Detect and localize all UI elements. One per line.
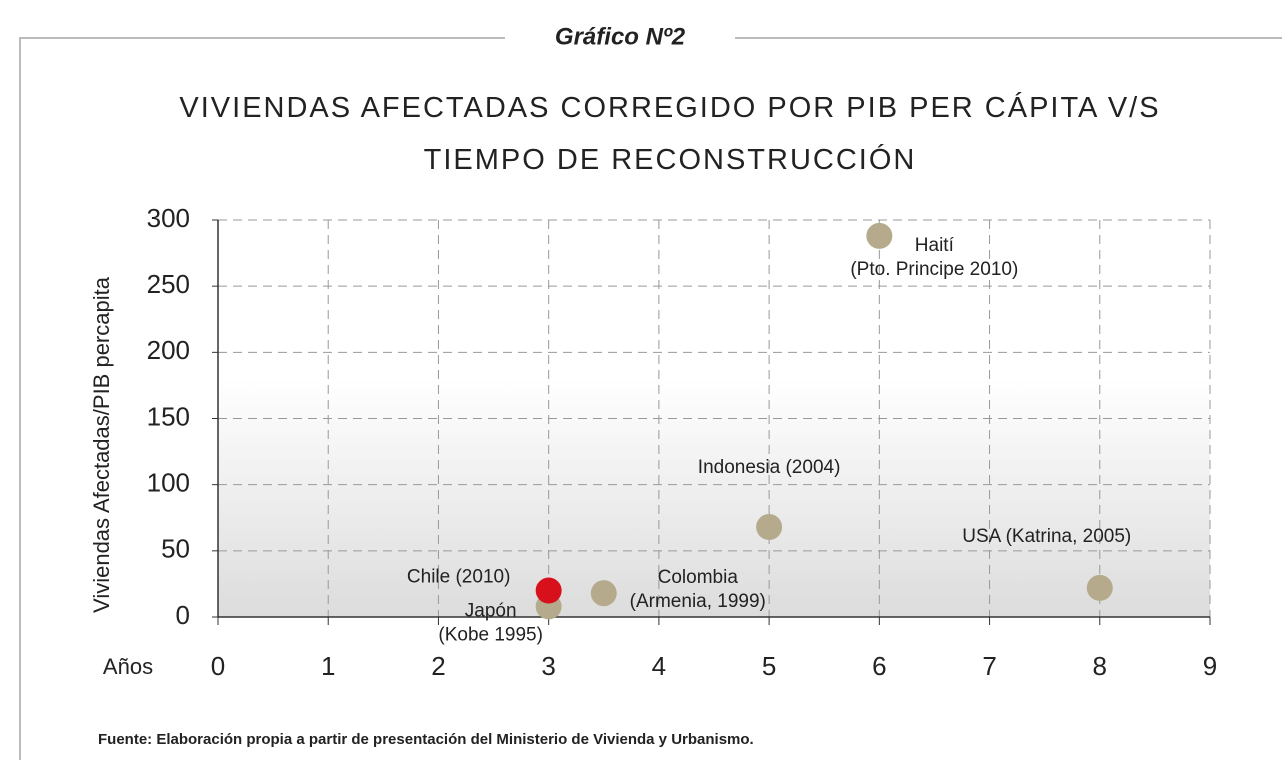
point <box>590 580 617 607</box>
point <box>756 514 783 541</box>
x-tick-label: 7 <box>982 651 996 681</box>
point-label: Chile (2010) <box>407 567 511 588</box>
header: Gráfico Nº2 <box>555 23 686 50</box>
y-tick-label: 100 <box>147 468 190 498</box>
point-label: Haití <box>915 235 955 256</box>
point <box>1086 574 1113 601</box>
point-label: Japón <box>465 600 517 621</box>
x-tick-label: 9 <box>1203 651 1217 681</box>
point-label: (Pto. Principe 2010) <box>850 259 1018 280</box>
y-tick-label: 300 <box>147 203 190 233</box>
point <box>866 222 893 249</box>
y-tick-label: 150 <box>147 401 190 431</box>
source: Fuente: Elaboración propia a partir de p… <box>98 731 754 748</box>
x-tick-label: 2 <box>431 651 445 681</box>
point-label: USA (Katrina, 2005) <box>962 526 1131 547</box>
point <box>535 577 562 604</box>
x-tick-label: 0 <box>211 651 225 681</box>
y-axis-label: Viviendas Afectadas/PIB percapita <box>89 276 114 613</box>
frame <box>19 37 1282 760</box>
x-tick-label: 6 <box>872 651 886 681</box>
x-tick-label: 4 <box>652 651 666 681</box>
x-tick-label: 1 <box>321 651 335 681</box>
y-tick-label: 200 <box>147 335 190 365</box>
y-tick-label: 250 <box>147 269 190 299</box>
chart-title: VIVIENDAS AFECTADAS CORREGIDO POR PIB PE… <box>179 92 1161 176</box>
point-label: Indonesia (2004) <box>698 457 841 478</box>
point-label: (Armenia, 1999) <box>630 591 766 612</box>
x-tick-label: 8 <box>1093 651 1107 681</box>
x-tick-label: 3 <box>541 651 555 681</box>
y-tick-label: 50 <box>161 534 190 564</box>
point-label: Colombia <box>658 567 739 588</box>
x-axis-label: Años <box>103 654 153 679</box>
y-tick-label: 0 <box>176 600 190 630</box>
point-label: (Kobe 1995) <box>438 624 543 645</box>
x-tick-label: 5 <box>762 651 776 681</box>
